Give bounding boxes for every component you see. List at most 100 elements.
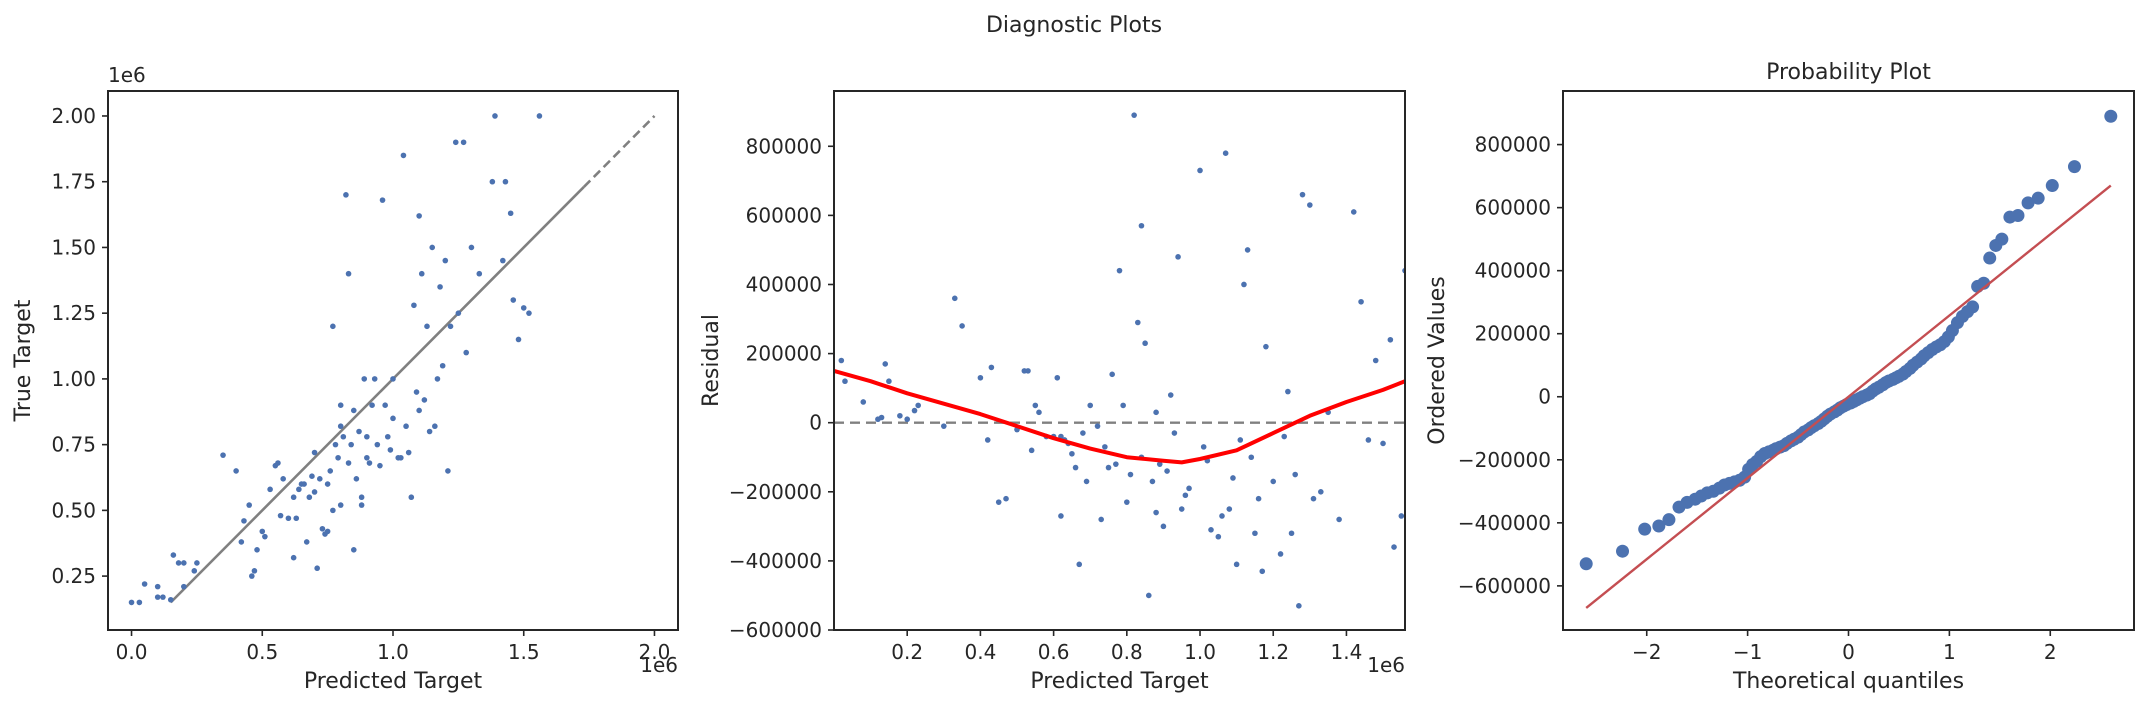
x-axis-label: Theoretical quantiles bbox=[1732, 669, 1964, 694]
data-point bbox=[1116, 267, 1123, 274]
x-tick-label: 0.8 bbox=[1111, 640, 1143, 664]
data-point bbox=[293, 515, 300, 522]
data-point bbox=[1124, 499, 1130, 505]
data-point bbox=[254, 547, 260, 553]
data-point bbox=[437, 284, 443, 290]
data-point bbox=[442, 257, 449, 264]
data-point bbox=[364, 433, 370, 440]
data-point bbox=[1109, 371, 1115, 378]
y-axis-label: Ordered Values bbox=[1425, 276, 1450, 444]
data-point bbox=[1069, 450, 1075, 457]
data-point bbox=[1054, 374, 1061, 381]
data-point bbox=[374, 441, 381, 448]
data-point bbox=[502, 178, 509, 185]
data-point bbox=[364, 454, 370, 461]
data-point bbox=[330, 507, 336, 514]
data-point bbox=[390, 415, 396, 422]
data-point bbox=[371, 376, 378, 382]
data-point bbox=[1248, 454, 1255, 461]
x-tick-label: 0 bbox=[1842, 640, 1855, 664]
data-point bbox=[390, 376, 396, 382]
x-tick-label: 2 bbox=[2044, 640, 2057, 664]
data-point bbox=[1372, 357, 1379, 364]
data-point bbox=[1579, 557, 1593, 571]
data-point bbox=[959, 323, 965, 329]
data-point bbox=[886, 378, 892, 385]
data-point bbox=[194, 560, 200, 566]
data-point bbox=[1182, 492, 1189, 499]
y-tick-label: 0.75 bbox=[51, 433, 96, 457]
data-point bbox=[1098, 516, 1104, 523]
data-point bbox=[904, 416, 911, 423]
x-tick-label: 1.0 bbox=[377, 640, 409, 664]
data-point bbox=[324, 528, 331, 535]
data-point bbox=[1391, 544, 1397, 550]
data-point bbox=[335, 454, 341, 461]
data-point bbox=[1167, 392, 1174, 398]
figure-suptitle: Diagnostic Plots bbox=[986, 13, 1162, 38]
data-point bbox=[1237, 437, 1244, 443]
y-axis-label: Residual bbox=[699, 314, 724, 407]
data-point bbox=[416, 407, 422, 414]
data-point bbox=[977, 374, 984, 381]
data-point bbox=[1255, 495, 1262, 502]
data-point bbox=[1127, 471, 1134, 478]
data-point bbox=[1318, 488, 1324, 495]
data-point bbox=[1080, 430, 1086, 436]
data-point bbox=[434, 376, 441, 382]
data-point bbox=[1186, 485, 1192, 492]
x-tick-label: 1 bbox=[1943, 640, 1956, 664]
data-point bbox=[1200, 444, 1207, 450]
data-point bbox=[1638, 522, 1652, 536]
data-point bbox=[1310, 495, 1317, 502]
data-point bbox=[369, 402, 375, 408]
data-point bbox=[1365, 437, 1372, 443]
data-point bbox=[128, 599, 135, 606]
data-point bbox=[181, 560, 187, 566]
y-tick-label: −600000 bbox=[729, 618, 822, 642]
data-point bbox=[897, 412, 903, 419]
data-point bbox=[241, 518, 247, 524]
data-point bbox=[1138, 222, 1145, 229]
data-point bbox=[356, 428, 362, 435]
data-point bbox=[1197, 167, 1203, 174]
data-point bbox=[1244, 247, 1251, 253]
data-point bbox=[1113, 461, 1119, 467]
data-point bbox=[277, 512, 284, 519]
data-point bbox=[309, 473, 315, 479]
data-point bbox=[154, 594, 161, 600]
x-axis-offset-label: 1e6 bbox=[1367, 653, 1405, 677]
data-point bbox=[1307, 202, 1313, 208]
data-point bbox=[439, 362, 446, 369]
data-point bbox=[429, 244, 436, 251]
data-point bbox=[350, 547, 357, 553]
data-point bbox=[327, 468, 334, 474]
data-point bbox=[403, 423, 409, 430]
data-point bbox=[1145, 592, 1152, 599]
data-point bbox=[507, 210, 514, 217]
data-point bbox=[1175, 254, 1181, 260]
x-tick-label: 1.4 bbox=[1331, 640, 1363, 664]
data-point bbox=[1380, 440, 1386, 447]
data-point bbox=[170, 552, 177, 558]
y-tick-label: 1.50 bbox=[51, 235, 96, 259]
data-point bbox=[1153, 509, 1159, 516]
data-point bbox=[455, 310, 462, 316]
data-point bbox=[306, 494, 313, 501]
data-point bbox=[361, 376, 368, 382]
data-point bbox=[500, 257, 506, 264]
data-point bbox=[1102, 444, 1108, 450]
x-axis-label: Predicted Target bbox=[304, 669, 483, 694]
data-point bbox=[1263, 343, 1269, 350]
data-point bbox=[468, 244, 475, 251]
data-point bbox=[1336, 516, 1342, 523]
data-point bbox=[476, 270, 483, 277]
y-tick-label: 800000 bbox=[1475, 133, 1551, 157]
data-point bbox=[951, 295, 958, 302]
data-point bbox=[2031, 191, 2045, 205]
data-point bbox=[377, 462, 383, 469]
data-point bbox=[1358, 298, 1364, 305]
data-point bbox=[1087, 402, 1094, 409]
x-tick-label: 0.5 bbox=[246, 640, 278, 664]
plot-area bbox=[128, 113, 656, 606]
